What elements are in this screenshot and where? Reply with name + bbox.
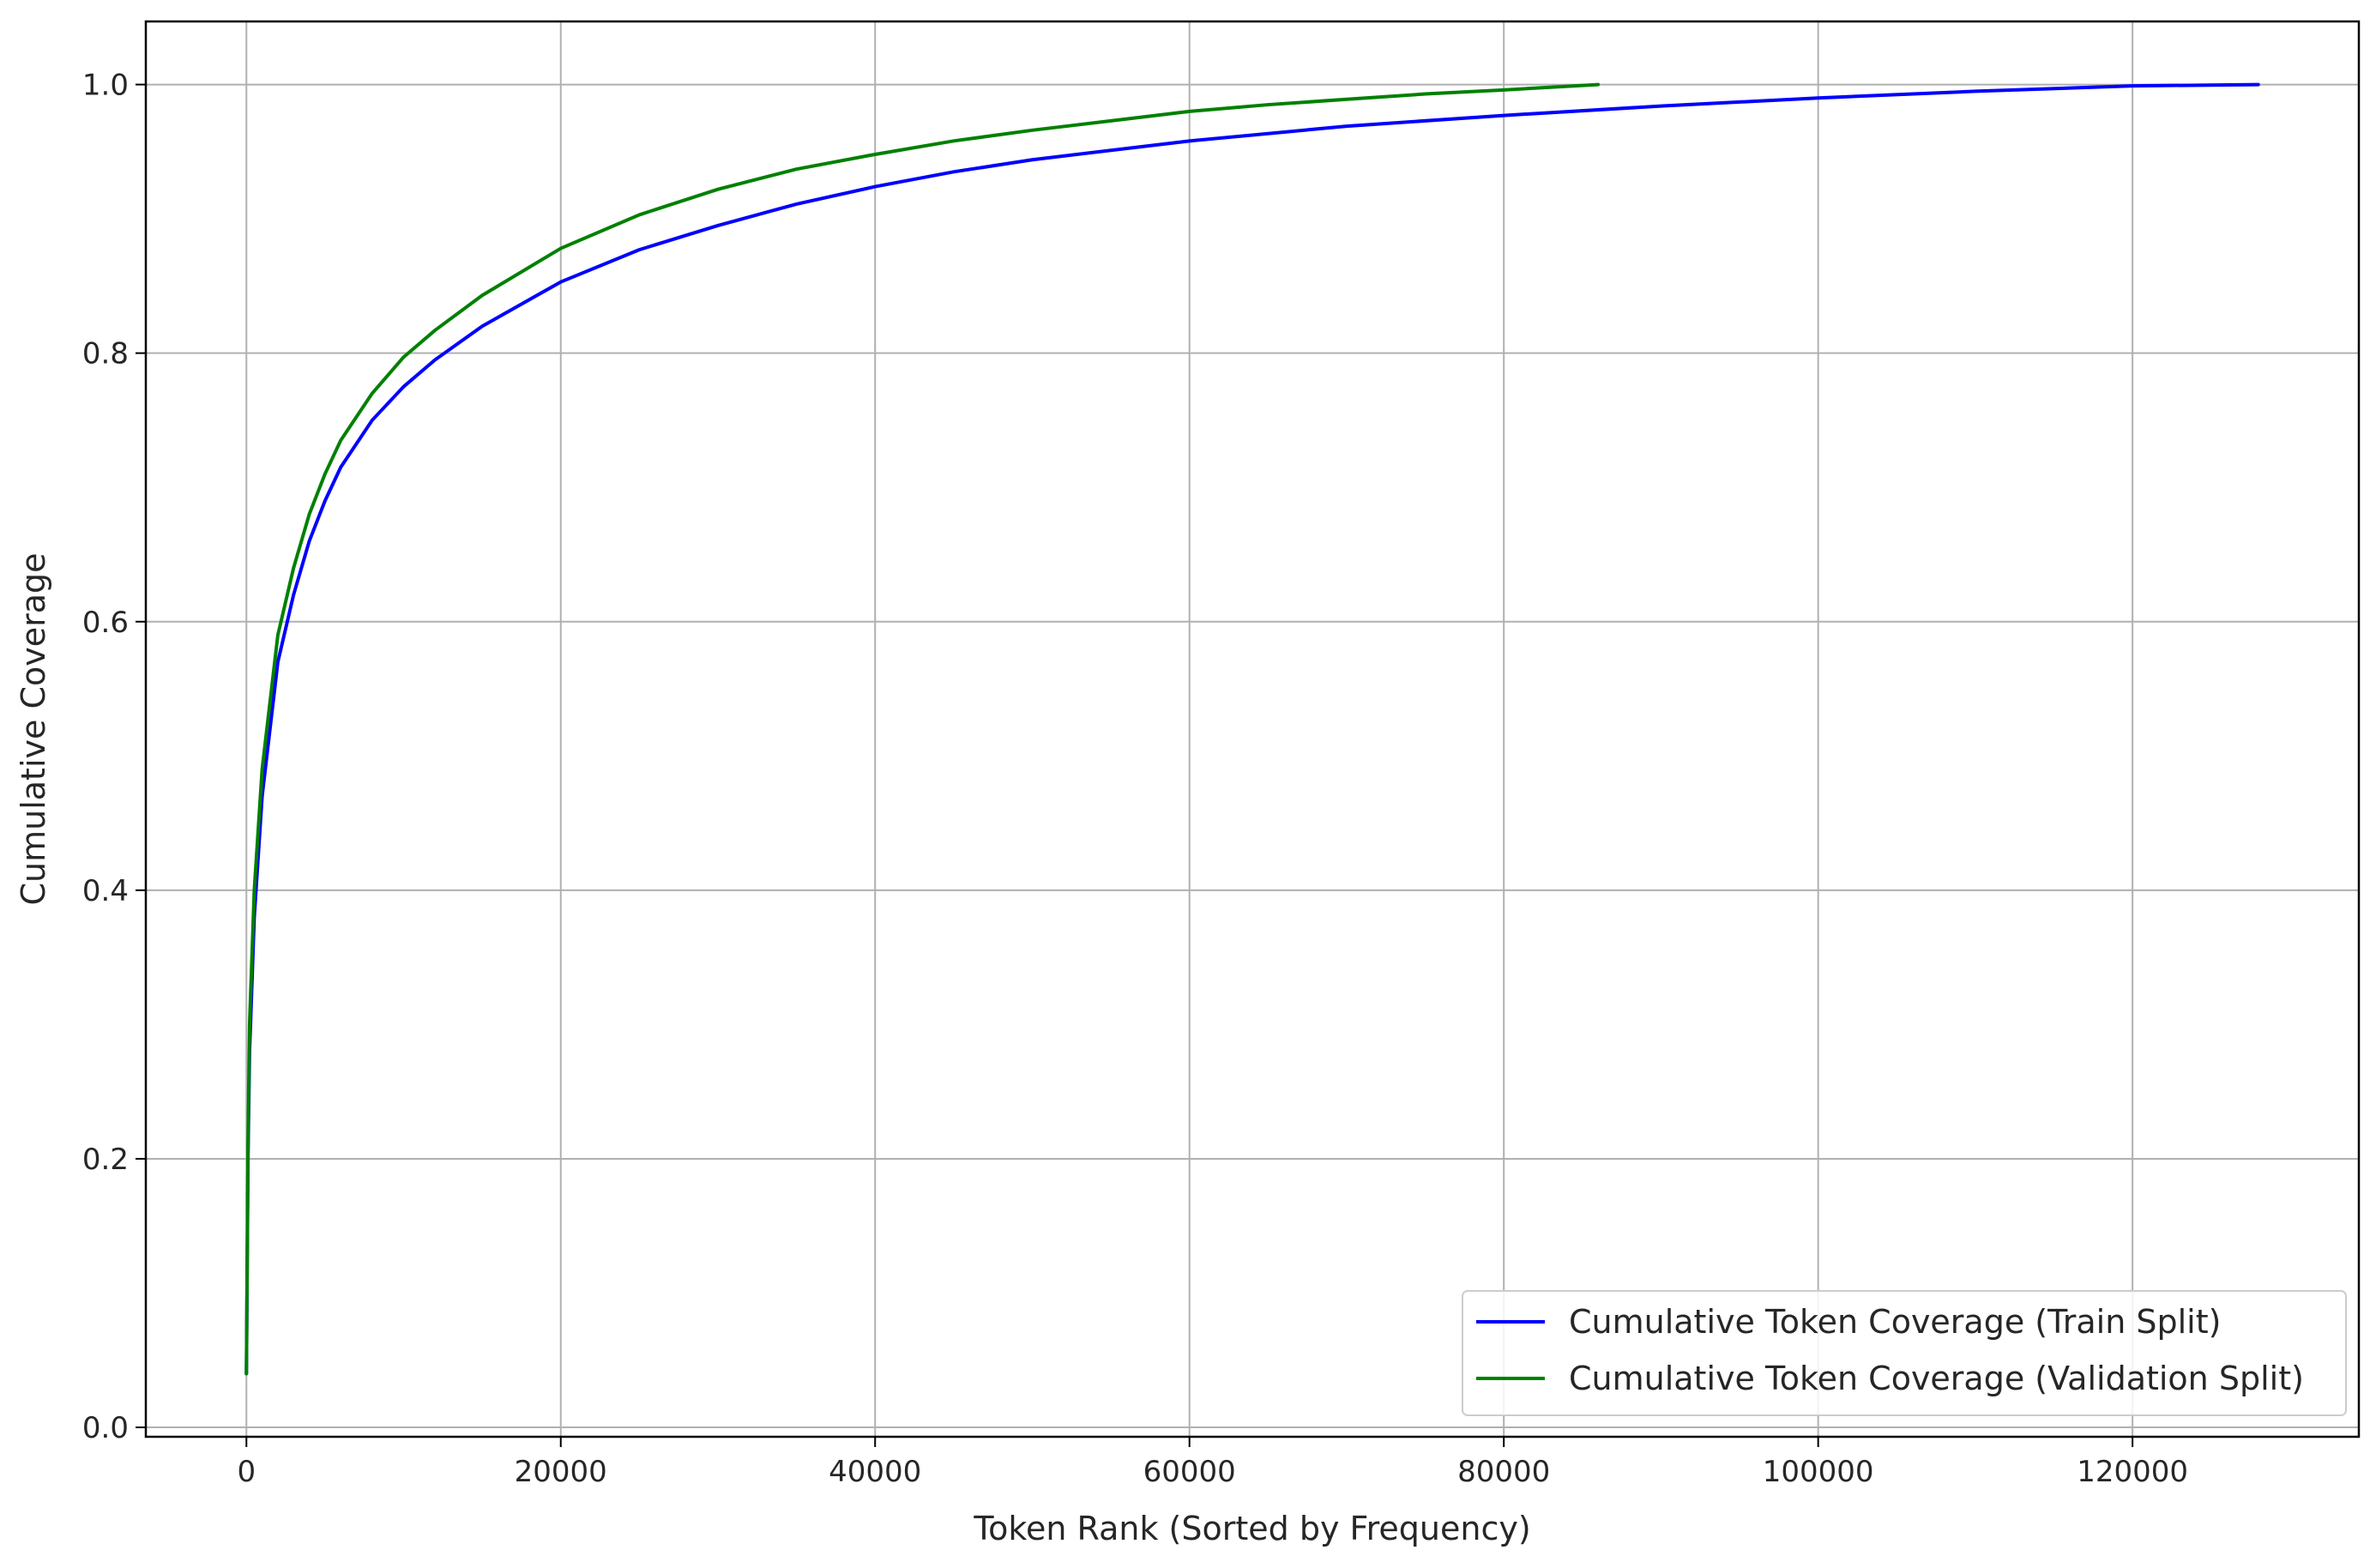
x-axis-ticks: 0 20000 40000 60000 80000 100000 120000 bbox=[237, 1437, 2188, 1489]
x-tick-label: 80000 bbox=[1457, 1455, 1550, 1489]
y-axis-ticks: 0.0 0.2 0.4 0.6 0.8 1.0 bbox=[82, 69, 146, 1445]
plot-area-frame bbox=[144, 20, 2361, 1438]
y-tick-label: 0.6 bbox=[82, 606, 129, 640]
x-tick-label: 60000 bbox=[1143, 1455, 1236, 1489]
x-tick-label: 20000 bbox=[515, 1455, 607, 1489]
y-tick-label: 0.4 bbox=[82, 874, 129, 908]
x-tick-label: 120000 bbox=[2077, 1455, 2188, 1489]
y-axis-label: Cumulative Coverage bbox=[15, 552, 52, 905]
legend-box bbox=[1462, 1290, 2347, 1416]
grid bbox=[146, 21, 2359, 1437]
series-lines bbox=[244, 82, 2260, 1376]
legend: Cumulative Token Coverage (Train Split) … bbox=[1462, 1290, 2347, 1416]
x-tick-label: 100000 bbox=[1763, 1455, 1874, 1489]
series-line-train bbox=[244, 82, 2260, 1376]
x-tick-label: 40000 bbox=[829, 1455, 921, 1489]
series-line-validation bbox=[244, 82, 1601, 1376]
legend-label-validation: Cumulative Token Coverage (Validation Sp… bbox=[1569, 1360, 2304, 1397]
x-axis-label: Token Rank (Sorted by Frequency) bbox=[973, 1510, 1530, 1547]
y-tick-label: 0.8 bbox=[82, 337, 129, 371]
y-tick-label: 1.0 bbox=[82, 69, 129, 103]
x-tick-label: 0 bbox=[237, 1455, 256, 1489]
legend-label-train: Cumulative Token Coverage (Train Split) bbox=[1569, 1303, 2221, 1341]
y-tick-label: 0.2 bbox=[82, 1143, 129, 1177]
y-tick-label: 0.0 bbox=[82, 1411, 129, 1445]
